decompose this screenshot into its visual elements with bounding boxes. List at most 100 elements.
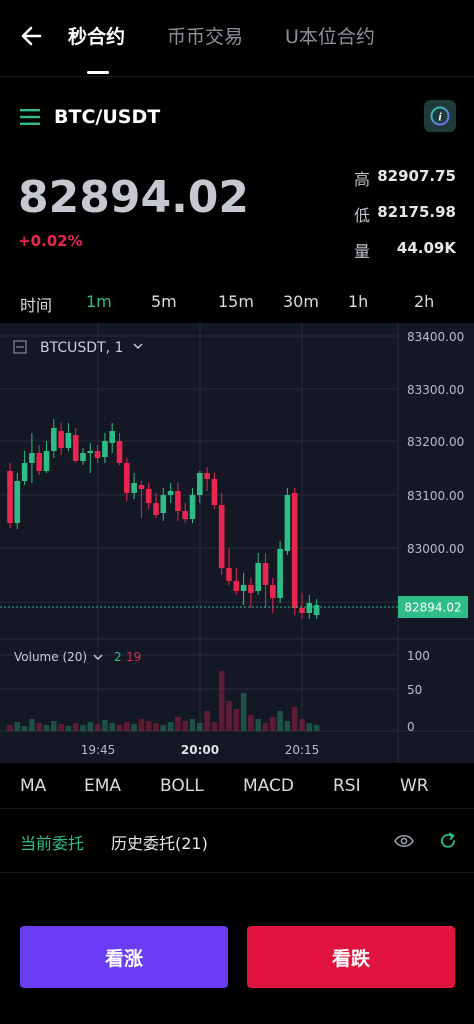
volume-bar bbox=[233, 709, 240, 731]
volume-value: 44.09K bbox=[396, 239, 456, 257]
volume-bar bbox=[182, 721, 188, 731]
volume-green-count: 2 bbox=[114, 650, 122, 664]
trading-pair[interactable]: BTC/USDT bbox=[54, 106, 161, 128]
volume-indicator-label[interactable]: Volume (20) bbox=[14, 650, 87, 664]
volume-label: 量 bbox=[354, 242, 371, 261]
price-tick: 83100.00 bbox=[407, 489, 464, 503]
eye-icon[interactable] bbox=[394, 832, 414, 850]
candle-body bbox=[7, 471, 13, 523]
volume-bar bbox=[138, 719, 145, 731]
indicator-wr[interactable]: WR bbox=[400, 776, 429, 796]
last-price-tag bbox=[398, 596, 468, 618]
volume-bar bbox=[218, 671, 225, 731]
high-value: 82907.75 bbox=[377, 167, 456, 185]
time-tick: 20:00 bbox=[181, 743, 219, 757]
candle-body bbox=[262, 563, 269, 585]
volume-bar bbox=[131, 724, 137, 731]
interval-1m[interactable]: 1m bbox=[86, 292, 112, 311]
low-label: 低 bbox=[354, 206, 371, 225]
volume-tick: 100 bbox=[407, 649, 430, 663]
candle-body bbox=[153, 503, 159, 515]
volume-bar bbox=[204, 711, 210, 731]
top-navigation bbox=[0, 0, 474, 76]
volume-bar bbox=[43, 725, 50, 731]
divider bbox=[0, 808, 474, 809]
candle-body bbox=[182, 511, 188, 519]
interval-30m[interactable]: 30m bbox=[283, 292, 319, 311]
chevron-down-icon[interactable] bbox=[93, 654, 103, 660]
volume-bar bbox=[175, 717, 181, 731]
candle-body bbox=[160, 495, 167, 513]
tab-usdt-futures[interactable]: U本位合约 bbox=[285, 26, 375, 48]
candle-body bbox=[109, 431, 115, 443]
volume-bar bbox=[72, 723, 79, 731]
candle-body bbox=[131, 483, 137, 493]
volume-red-count: 19 bbox=[126, 650, 141, 664]
volume-bar bbox=[270, 717, 276, 731]
interval-5m[interactable]: 5m bbox=[151, 292, 177, 311]
volume-bar bbox=[248, 715, 254, 731]
chevron-down-icon[interactable] bbox=[133, 343, 143, 350]
price-change: +0.02% bbox=[18, 232, 83, 250]
volume-bar bbox=[160, 725, 167, 731]
volume-bar bbox=[87, 722, 94, 731]
volume-bar bbox=[109, 723, 115, 731]
volume-bar bbox=[153, 723, 159, 731]
divider bbox=[0, 872, 474, 873]
candle-body bbox=[29, 453, 35, 463]
collapse-icon[interactable] bbox=[13, 340, 27, 354]
candle-body bbox=[299, 608, 305, 613]
interval-time[interactable]: 时间 bbox=[20, 296, 53, 315]
candle-body bbox=[189, 495, 196, 519]
volume-bar bbox=[306, 723, 313, 731]
volume-bar bbox=[116, 725, 123, 731]
refresh-icon[interactable] bbox=[438, 831, 458, 851]
tab-history-orders[interactable]: 历史委托(21) bbox=[111, 834, 208, 853]
candle-body bbox=[277, 549, 283, 598]
interval-1h[interactable]: 1h bbox=[348, 292, 369, 311]
info-button[interactable]: i bbox=[424, 100, 456, 132]
interval-15m[interactable]: 15m bbox=[218, 292, 254, 311]
candle-body bbox=[167, 491, 174, 495]
candle-body bbox=[197, 473, 203, 495]
indicator-ema[interactable]: EMA bbox=[84, 776, 122, 796]
active-tab-indicator bbox=[87, 71, 109, 74]
tab-spot-trading[interactable]: 币币交易 bbox=[167, 26, 244, 48]
tab-second-contract[interactable]: 秒合约 bbox=[68, 26, 126, 48]
volume-bar bbox=[211, 722, 218, 731]
candle-body bbox=[94, 451, 101, 458]
interval-2h[interactable]: 2h bbox=[414, 292, 435, 311]
volume-tick: 0 bbox=[407, 720, 415, 734]
candle-body bbox=[306, 603, 313, 613]
time-tick: 20:15 bbox=[285, 743, 320, 757]
symbol-label[interactable]: BTCUSDT, 1 bbox=[40, 340, 123, 356]
indicator-macd[interactable]: MACD bbox=[243, 776, 294, 796]
candle-body bbox=[248, 585, 254, 593]
candle-body bbox=[72, 435, 79, 461]
indicator-boll[interactable]: BOLL bbox=[160, 776, 204, 796]
volume-bar bbox=[189, 719, 196, 731]
candle-body bbox=[291, 493, 298, 608]
candle-body bbox=[240, 585, 247, 591]
buy-up-button[interactable]: 看涨 bbox=[20, 926, 228, 988]
volume-bar bbox=[21, 726, 28, 731]
menu-icon[interactable] bbox=[20, 108, 40, 126]
candle-body bbox=[233, 581, 240, 591]
volume-bar bbox=[14, 722, 21, 731]
back-arrow-icon[interactable] bbox=[18, 22, 46, 50]
time-tick: 19:45 bbox=[81, 743, 116, 757]
volume-bar bbox=[58, 724, 64, 731]
volume-bar bbox=[124, 722, 130, 731]
volume-bar bbox=[29, 719, 35, 731]
candle-body bbox=[175, 491, 181, 511]
candle-body bbox=[80, 453, 86, 461]
candlestick-chart[interactable]: 82894.02 83400.00 83300.00 83200.00 8310… bbox=[0, 323, 474, 763]
volume-bar bbox=[277, 711, 283, 731]
buy-down-button[interactable]: 看跌 bbox=[247, 926, 455, 988]
indicator-rsi[interactable]: RSI bbox=[333, 776, 361, 796]
candle-body bbox=[43, 451, 50, 471]
tab-current-orders[interactable]: 当前委托 bbox=[20, 834, 85, 853]
indicator-ma[interactable]: MA bbox=[20, 776, 47, 796]
high-label: 高 bbox=[354, 170, 371, 189]
candle-body bbox=[226, 568, 232, 581]
